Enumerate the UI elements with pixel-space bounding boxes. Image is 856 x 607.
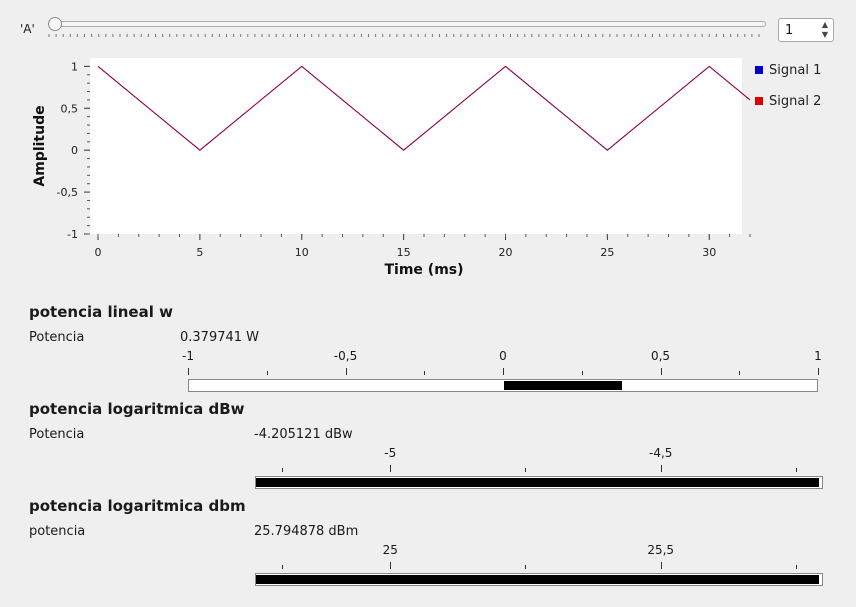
meter-value: 25.794878 dBm xyxy=(254,524,359,539)
x-tick-label: 0 xyxy=(95,246,102,259)
meter-minor-tick xyxy=(739,371,741,375)
meter-tick-label: -5 xyxy=(384,446,397,460)
legend-swatch xyxy=(755,97,763,105)
y-tick-label: 0 xyxy=(71,144,78,157)
meter-tick-label: 25,5 xyxy=(647,543,675,557)
slider-label: 'A' xyxy=(20,22,35,36)
meter-value: -4.205121 dBw xyxy=(254,427,353,442)
meter-minor-tick xyxy=(282,468,284,472)
meter-tick xyxy=(660,368,662,375)
series-line-2 xyxy=(97,65,751,151)
section-title: potencia lineal w xyxy=(29,303,173,321)
y-tick-label: 0,5 xyxy=(61,102,79,115)
meter-tick-label: 1 xyxy=(814,349,822,363)
meter-tick-label: -4,5 xyxy=(648,446,673,460)
meter-minor-tick xyxy=(525,565,527,569)
x-tick-label: 30 xyxy=(702,246,716,259)
x-axis-label: Time (ms) xyxy=(384,262,463,278)
meter-tick-label: 0,5 xyxy=(650,349,671,363)
section-title: potencia logaritmica dbm xyxy=(29,497,246,515)
x-tick-label: 25 xyxy=(600,246,614,259)
y-tick-label: -0,5 xyxy=(57,186,78,199)
slider-handle[interactable] xyxy=(48,17,62,31)
value-spinbox[interactable]: 1 ▲ ▼ xyxy=(778,18,834,42)
meter-tick xyxy=(345,368,347,375)
meter-fill xyxy=(256,478,820,487)
legend-label[interactable]: Signal 1 xyxy=(769,63,821,78)
meter-tick-label: 25 xyxy=(382,543,398,557)
meter-tick-label: -1 xyxy=(182,349,194,363)
plot-area xyxy=(90,58,742,234)
slider-ticks xyxy=(48,34,760,37)
spinbox-value: 1 xyxy=(785,23,794,38)
meter-minor-tick xyxy=(581,371,583,375)
meter-minor-tick xyxy=(795,565,797,569)
spin-down-icon[interactable]: ▼ xyxy=(821,30,829,39)
meter-minor-tick xyxy=(424,371,426,375)
time-plot: 0 5 10 15 20 25 30 1 0,5 0 -0,5 -1 Time (ms) Amplitud… xyxy=(32,58,821,278)
meter-minor-tick xyxy=(282,565,284,569)
x-tick-label: 10 xyxy=(295,246,309,259)
meter-tick xyxy=(390,465,392,472)
x-tick-label: 5 xyxy=(196,246,203,259)
y-tick-label: -1 xyxy=(67,228,78,241)
meter-minor-tick xyxy=(525,468,527,472)
section-title: potencia logaritmica dBw xyxy=(29,400,245,418)
meter-tick-label: 0 xyxy=(499,349,507,363)
x-tick-label: 20 xyxy=(499,246,513,259)
meter-tick-label: -0,5 xyxy=(333,349,358,363)
meter-tick xyxy=(660,562,662,569)
legend-label[interactable]: Signal 2 xyxy=(769,94,821,109)
meter-tick xyxy=(503,368,504,375)
legend-swatch xyxy=(755,66,763,74)
meter-tick xyxy=(390,562,392,569)
meter-tick xyxy=(188,368,189,375)
x-tick-label: 15 xyxy=(397,246,411,259)
meter-fill xyxy=(256,575,820,584)
meter-value: 0.379741 W xyxy=(180,330,260,345)
meter-minor-tick xyxy=(266,371,268,375)
meter-fill xyxy=(504,381,622,390)
spin-up-icon[interactable]: ▲ xyxy=(821,20,829,29)
y-tick-label: 1 xyxy=(71,60,78,73)
meter-minor-tick xyxy=(795,468,797,472)
meter-tick xyxy=(818,368,819,375)
y-axis-label: Amplitude xyxy=(32,105,48,186)
meter-bar xyxy=(188,379,818,392)
meter-label: potencia xyxy=(29,524,86,539)
slider-track[interactable] xyxy=(48,21,766,27)
meter-label: Potencia xyxy=(29,427,85,442)
meter-tick xyxy=(660,465,662,472)
meter-label: Potencia xyxy=(29,330,85,345)
